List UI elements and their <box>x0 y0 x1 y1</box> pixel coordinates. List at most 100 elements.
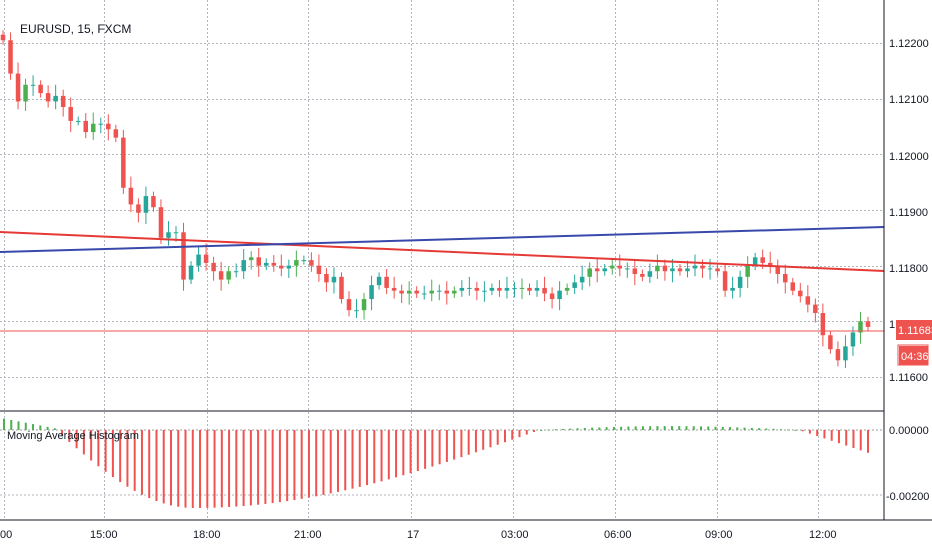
price-tick: 1.12100 <box>889 94 929 106</box>
histogram-bar <box>257 430 260 505</box>
candle-body <box>301 260 307 262</box>
time-axis[interactable]: 00 15:00 18:00 21:00 17 03:00 06:00 09:0… <box>0 529 837 541</box>
candle-body <box>850 332 856 347</box>
histogram-bar <box>271 430 274 504</box>
histogram-bar <box>707 426 710 430</box>
symbol-title[interactable]: EURUSD, 15, FXCM <box>20 22 131 36</box>
candle-body <box>640 274 645 277</box>
histogram-bar <box>206 430 209 508</box>
indicator-tick: 0.00000 <box>889 425 929 437</box>
candle-body <box>264 262 269 266</box>
histogram-bar <box>387 430 390 480</box>
candle-body <box>45 93 51 102</box>
candle-body <box>677 268 683 272</box>
candle-body <box>60 95 66 108</box>
histogram-bar <box>119 430 122 483</box>
histogram-series <box>3 418 869 508</box>
histogram-bar <box>24 422 27 430</box>
histogram-bar <box>867 430 869 453</box>
histogram-bar <box>649 426 652 430</box>
histogram-bar <box>830 430 833 441</box>
histogram-bar <box>366 430 369 486</box>
candle-body <box>632 268 638 275</box>
candle-body <box>722 271 728 291</box>
histogram-bar <box>605 427 608 430</box>
histogram-bar <box>344 430 347 491</box>
indicator-tick: -0.00200 <box>886 491 929 503</box>
candle-body <box>106 123 111 130</box>
histogram-bar <box>133 430 136 491</box>
histogram-bar <box>293 430 296 501</box>
candlestick-series <box>0 30 871 369</box>
candle-body <box>181 232 186 280</box>
histogram-bar <box>685 426 688 430</box>
candle-body <box>30 84 36 86</box>
time-tick: 12:00 <box>809 529 837 541</box>
histogram-bar <box>3 418 5 430</box>
histogram-bar <box>169 430 172 506</box>
candle-body <box>670 268 675 272</box>
histogram-bar <box>641 426 644 430</box>
histogram-bar <box>39 425 42 430</box>
candle-body <box>760 257 765 263</box>
price-tick: 1.12000 <box>889 151 929 163</box>
histogram-bar <box>598 427 601 430</box>
indicator-title[interactable]: Moving Average Histogram <box>7 430 139 442</box>
histogram-bar <box>409 430 412 474</box>
histogram-bar <box>104 430 107 472</box>
histogram-bar <box>228 430 231 508</box>
histogram-bar <box>213 430 216 508</box>
indicator-axis[interactable]: 0.00000 -0.00200 <box>886 425 929 503</box>
candle-body <box>324 274 329 283</box>
candle-body <box>233 271 239 273</box>
histogram-bar <box>772 428 775 430</box>
price-tick: 1.12200 <box>889 38 929 50</box>
candle-body <box>128 187 134 205</box>
candle-body <box>121 137 126 188</box>
candle-body <box>692 265 698 269</box>
candle-body <box>767 262 773 266</box>
candle-body <box>610 265 615 269</box>
histogram-bar <box>837 430 840 444</box>
candle-body <box>798 290 803 297</box>
histogram-bar <box>591 427 594 430</box>
candle-body <box>203 254 209 263</box>
histogram-bar <box>242 430 245 507</box>
price-axis[interactable]: 1.12200 1.12100 1.12000 1.11900 1.11800 … <box>889 38 929 384</box>
candle-body <box>256 257 261 266</box>
candle-body <box>361 299 367 311</box>
histogram-bar <box>554 429 557 431</box>
histogram-bar <box>329 430 332 494</box>
candle-body <box>820 312 826 336</box>
histogram-bar <box>416 430 419 472</box>
candle-body <box>91 123 96 133</box>
candle-body <box>23 84 28 102</box>
histogram-bar <box>562 428 565 430</box>
candle-body <box>309 260 314 266</box>
candle-body <box>241 260 246 272</box>
time-tick: 09:00 <box>705 529 733 541</box>
last-price-badge-text: 1.11683 <box>898 325 932 337</box>
candle-body <box>572 282 577 288</box>
histogram-bar <box>17 421 20 430</box>
histogram-bar <box>743 427 746 430</box>
moving-average-blue-line <box>0 226 885 253</box>
candle-body <box>15 73 21 102</box>
histogram-bar <box>235 430 238 507</box>
candle-body <box>557 290 562 300</box>
histogram-bar <box>482 430 485 450</box>
candle-body <box>158 207 164 238</box>
histogram-bar <box>53 428 56 430</box>
countdown-badge-text: 04:36 <box>901 351 929 363</box>
candle-body <box>564 287 570 291</box>
histogram-bar <box>351 430 354 489</box>
histogram-bar <box>162 430 165 504</box>
histogram-bar <box>816 430 819 437</box>
histogram-bar <box>503 430 506 443</box>
histogram-bar <box>496 430 499 445</box>
candle-body <box>98 123 104 125</box>
candle-body <box>452 290 457 294</box>
price-tick: 1.11900 <box>889 207 928 219</box>
price-tick: 1.11600 <box>889 372 928 384</box>
